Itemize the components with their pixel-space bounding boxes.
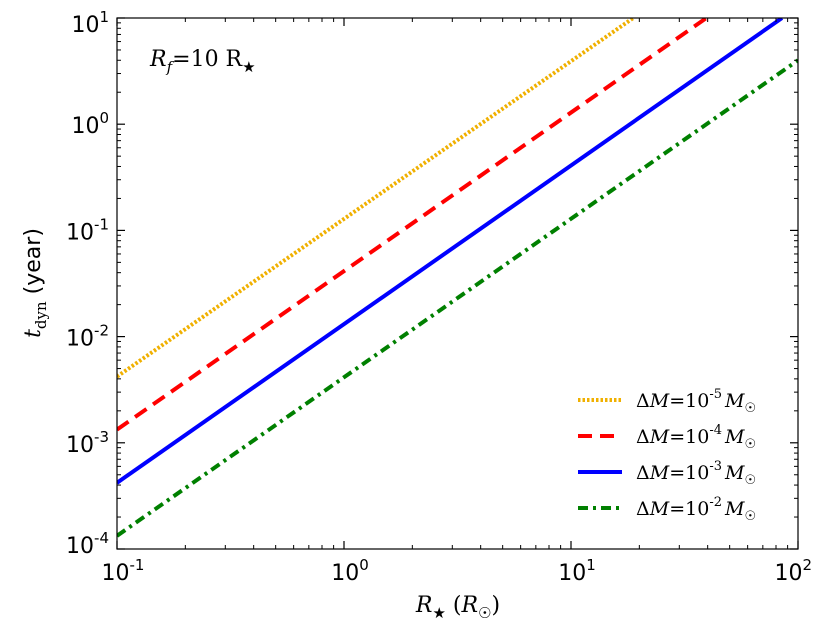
x-tick-label: 102 — [774, 556, 812, 586]
series-lines — [117, 18, 798, 538]
legend-label-4: ΔM=10-2 M☉ — [636, 495, 756, 524]
minor-ticks — [117, 18, 798, 549]
series-line-3 — [117, 18, 784, 485]
y-tick-label: 10-2 — [66, 322, 109, 352]
series-line-4 — [117, 58, 798, 538]
x-tick-label: 10-1 — [102, 556, 145, 586]
tick-labels: 10-1 100 101 102 10-4 10-3 10-2 10-1 100 101 — [66, 8, 812, 586]
x-tick-label: 101 — [558, 556, 596, 586]
series-line-1 — [117, 18, 635, 379]
y-tick-label: 10-3 — [66, 428, 109, 458]
y-tick-label: 101 — [71, 8, 109, 38]
annotation-label: Rf=10 R★ — [149, 47, 256, 76]
legend-label-2: ΔM=10-4 M☉ — [636, 423, 756, 452]
legend-label-3: ΔM=10-3 M☉ — [636, 459, 756, 488]
x-axis-label: R★ (R☉) — [415, 593, 500, 622]
series-line-2 — [117, 18, 708, 432]
plot-frame — [116, 17, 799, 550]
y-tick-label: 10-1 — [66, 215, 109, 245]
y-tick-label: 10-4 — [66, 529, 109, 559]
y-axis-label: tdyn (year) — [21, 228, 50, 338]
legend: ΔM=10-5 M☉ ΔM=10-4 M☉ ΔM=10-3 M☉ ΔM=10-2 M☉ — [578, 387, 756, 524]
x-tick-label: 100 — [331, 556, 369, 586]
legend-label-1: ΔM=10-5 M☉ — [636, 387, 756, 416]
y-tick-label: 100 — [71, 109, 109, 139]
